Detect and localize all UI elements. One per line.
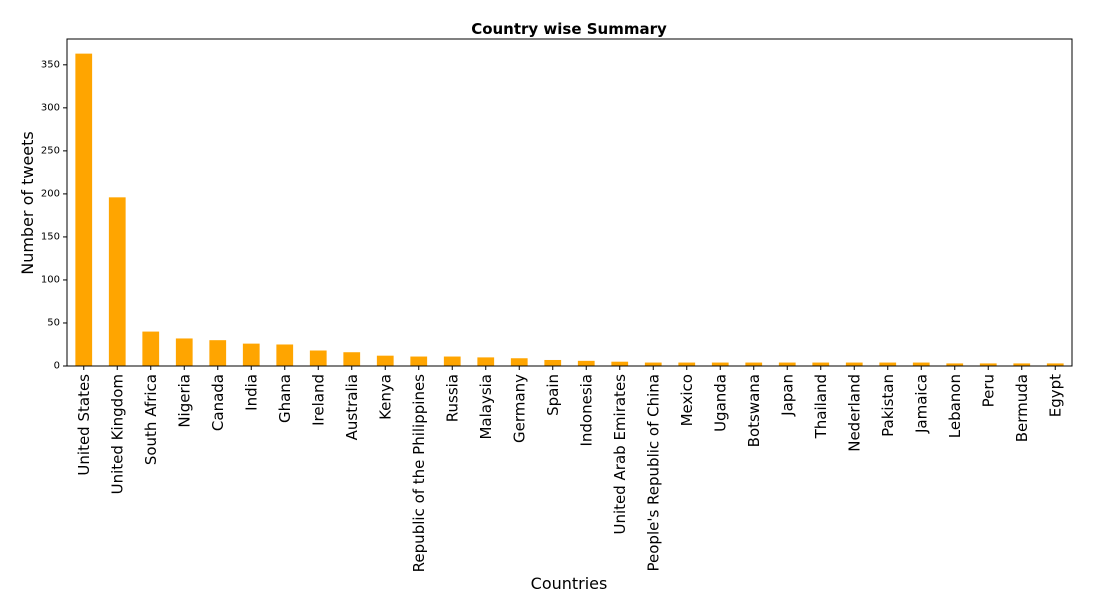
x-tick-label: Jamaica	[912, 374, 930, 434]
x-tick-label: Mexico	[678, 374, 696, 426]
chart-title: Country wise Summary	[471, 20, 667, 38]
bar	[678, 362, 696, 366]
x-tick-label: Uganda	[711, 374, 729, 432]
y-tick-label: 50	[47, 317, 60, 328]
y-axis-label: Number of tweets	[18, 131, 37, 275]
y-tick-label: 250	[41, 145, 60, 156]
x-tick-label: Germany	[510, 374, 528, 443]
x-tick-label: Ghana	[276, 374, 294, 423]
bar	[946, 363, 964, 366]
y-tick-label: 150	[41, 231, 60, 242]
bar	[309, 350, 327, 366]
x-tick-label: Peru	[979, 374, 997, 407]
bar	[410, 356, 428, 366]
y-tick-label: 100	[41, 274, 60, 285]
bar	[443, 356, 461, 366]
x-tick-label: Russia	[443, 374, 461, 422]
y-tick-label: 200	[41, 188, 60, 199]
bar	[108, 197, 126, 366]
x-tick-label: Nigeria	[175, 374, 193, 428]
bar	[1046, 363, 1064, 366]
x-tick-label: Bermuda	[1013, 374, 1031, 442]
x-tick-label: Botswana	[745, 374, 763, 447]
x-axis: United States United Kingdom South Africa N…	[75, 366, 1064, 572]
x-tick-label: Republic of the Philippines	[410, 374, 428, 572]
bar	[979, 363, 997, 366]
y-tick-label: 350	[41, 59, 60, 70]
x-tick-label: Ireland	[309, 374, 327, 426]
x-tick-label: United States	[75, 374, 93, 476]
bar	[75, 53, 93, 367]
bar	[644, 362, 662, 366]
bar	[477, 357, 495, 366]
y-tick-label: 300	[41, 102, 60, 113]
bar	[711, 362, 729, 366]
bar	[209, 340, 227, 366]
bar	[611, 361, 629, 366]
x-tick-label: Pakistan	[879, 374, 897, 437]
x-tick-label: Malaysia	[477, 374, 495, 440]
x-tick-label: Japan	[778, 374, 796, 417]
bar	[845, 362, 863, 366]
bar	[376, 355, 394, 366]
x-tick-label: United Arab Emirates	[611, 374, 629, 535]
bar	[577, 360, 595, 366]
bar	[276, 344, 294, 366]
x-tick-label: India	[242, 374, 260, 411]
y-axis: 0 50 100 150 200 250 300 350	[41, 59, 67, 372]
bar	[1013, 363, 1031, 366]
x-tick-label: Egypt	[1046, 374, 1064, 417]
bar	[812, 362, 830, 366]
bar	[778, 362, 796, 366]
bar	[142, 331, 160, 366]
x-tick-label: Lebanon	[946, 374, 964, 438]
bar	[912, 362, 930, 366]
x-axis-label: Countries	[531, 574, 608, 593]
bars-layer	[75, 53, 1064, 367]
x-tick-label: Canada	[209, 374, 227, 431]
x-tick-label: Thailand	[812, 374, 830, 439]
x-tick-label: Kenya	[376, 374, 394, 420]
x-tick-label: Spain	[544, 374, 562, 416]
x-tick-label: Nederland	[845, 374, 863, 452]
bar	[343, 352, 361, 366]
bar	[544, 359, 562, 366]
bar	[175, 338, 193, 366]
bar	[879, 362, 897, 366]
x-tick-label: South Africa	[142, 374, 160, 465]
x-tick-label: Indonesia	[577, 374, 595, 447]
x-tick-label: United Kingdom	[108, 374, 126, 494]
bar	[242, 343, 260, 366]
plot-area-frame	[66, 38, 1073, 367]
x-tick-label: Australia	[343, 374, 361, 440]
bar	[745, 362, 763, 366]
y-tick-label: 0	[54, 361, 60, 372]
x-tick-label: People's Republic of China	[644, 374, 662, 572]
bar	[510, 358, 528, 366]
